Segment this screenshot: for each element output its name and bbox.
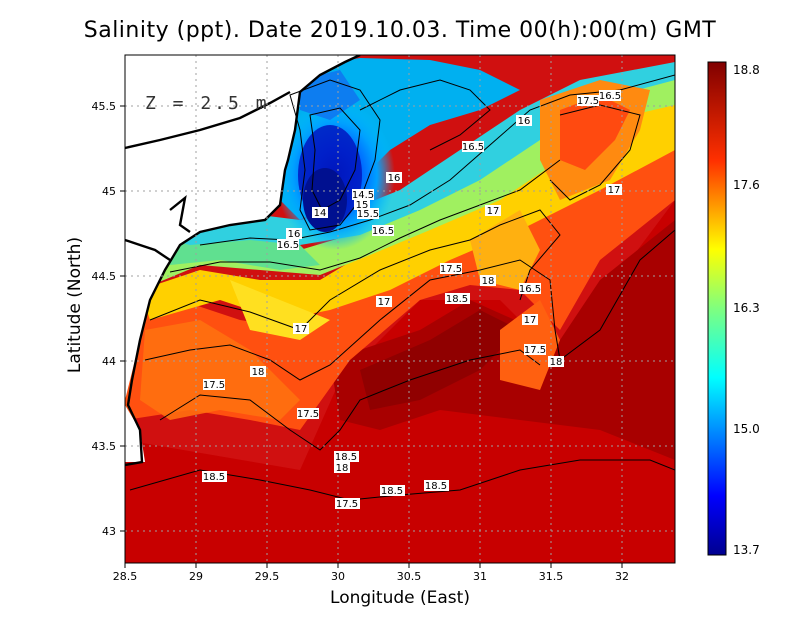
y-tick-label: 43 [102, 525, 116, 538]
y-tick-labels: 45.5 45 44.5 44 43.5 43 [92, 100, 117, 538]
colorbar-tick-label: 15.0 [733, 422, 760, 436]
contour-label: 16.5 [599, 91, 621, 102]
x-tick-label: 28.5 [113, 570, 138, 583]
contour-label: 16 [518, 116, 531, 127]
contour-label: 17.5 [203, 380, 225, 391]
colorbar: 18.8 17.6 16.3 15.0 13.7 [707, 61, 760, 557]
contour-label: 17.5 [336, 499, 358, 510]
contour-label: 17 [524, 315, 537, 326]
contour-label: 18.5 [446, 294, 468, 305]
contour-label: 14 [314, 208, 327, 219]
contour-label: 17.5 [440, 264, 462, 275]
x-tick-labels: 28.5 29 29.5 30 30.5 31 31.5 32 [113, 570, 629, 583]
colorbar-tick-label: 18.8 [733, 63, 760, 77]
contour-label: 16 [288, 229, 301, 240]
contour-label: 18.5 [381, 486, 403, 497]
y-tick-label: 45 [102, 185, 116, 198]
axis-ticks [120, 105, 623, 568]
x-tick-label: 30.5 [397, 570, 422, 583]
contour-label: 18 [336, 463, 349, 474]
contour-label: 17 [487, 206, 500, 217]
contour-label: 18.5 [203, 472, 225, 483]
plot-frame [124, 54, 676, 564]
contour-label: 18 [550, 357, 563, 368]
x-tick-label: 30 [331, 570, 345, 583]
contour-label: 16.5 [372, 226, 394, 237]
contour-label: 17.5 [297, 409, 319, 420]
colorbar-tick-label: 13.7 [733, 543, 760, 557]
contour-label: 17 [295, 324, 308, 335]
contour-label: 17.5 [577, 96, 599, 107]
contour-label: 18 [252, 367, 265, 378]
contour-labels: 17.5 16.5 16 16.5 16 14.5 15 14 15.5 16.… [202, 90, 622, 510]
depth-label: Z = 2.5 m [145, 93, 270, 114]
contour-label: 17 [608, 185, 621, 196]
contour-label: 14.5 [352, 190, 374, 201]
contour-label: 18.5 [425, 481, 447, 492]
y-tick-label: 44 [102, 355, 116, 368]
colorbar-tick-label: 17.6 [733, 178, 760, 192]
y-tick-label: 43.5 [92, 440, 117, 453]
contour-label: 15 [356, 200, 369, 211]
contour-label: 18.5 [335, 452, 357, 463]
contour-label: 15.5 [357, 209, 379, 220]
contour-label: 17.5 [524, 345, 546, 356]
contour-label: 16.5 [277, 240, 299, 251]
y-tick-label: 45.5 [92, 100, 117, 113]
y-axis-label: Latitude (North) [65, 236, 85, 374]
coastline [125, 55, 361, 467]
contour-label: 16 [388, 173, 401, 184]
x-tick-label: 29 [189, 570, 203, 583]
contour-label: 18 [482, 276, 495, 287]
map-title: Salinity (ppt). Date 2019.10.03. Time 00… [83, 18, 717, 43]
contour-label: 16.5 [519, 284, 541, 295]
gridlines [125, 55, 675, 563]
x-tick-label: 31 [473, 570, 487, 583]
contour-label: 16.5 [462, 142, 484, 153]
x-tick-label: 29.5 [255, 570, 280, 583]
colorbar-tick-label: 16.3 [733, 301, 760, 315]
x-tick-label: 31.5 [539, 570, 564, 583]
x-axis-label: Longitude (East) [330, 588, 470, 608]
contour-label: 17 [378, 297, 391, 308]
x-tick-label: 32 [615, 570, 629, 583]
y-tick-label: 44.5 [92, 270, 117, 283]
